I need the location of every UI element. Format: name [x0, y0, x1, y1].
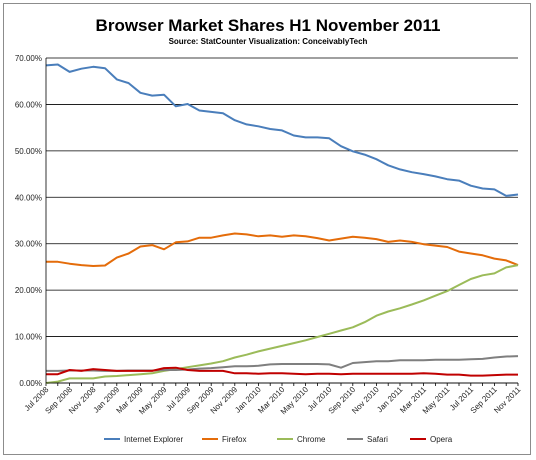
y-tick-label: 20.00% — [15, 286, 42, 295]
chart-frame — [3, 3, 531, 455]
legend-label-chrome: Chrome — [297, 435, 326, 444]
legend: Internet Explorer Firefox Chrome Safari Oper… — [104, 435, 453, 444]
legend-label-firefox: Firefox — [222, 435, 246, 444]
chart-subtitle: Source: StatCounter Visualization: Conce… — [169, 37, 368, 46]
legend-label-internet-explorer: Internet Explorer — [124, 435, 183, 444]
x-tick-label: Nov 2011 — [492, 385, 523, 416]
legend-label-safari: Safari — [367, 435, 388, 444]
legend-label-opera: Opera — [430, 435, 453, 444]
y-tick-label: 0.00% — [19, 379, 42, 388]
y-tick-label: 40.00% — [15, 193, 42, 202]
chart-title: Browser Market Shares H1 November 2011 — [96, 16, 441, 35]
axes — [45, 58, 518, 384]
y-tick-label: 50.00% — [15, 147, 42, 156]
y-tick-label: 30.00% — [15, 240, 42, 249]
y-tick-label: 70.00% — [15, 54, 42, 63]
series-line-internet-explorer — [45, 63, 519, 197]
gridlines — [46, 57, 518, 384]
y-tick-label: 10.00% — [15, 333, 42, 342]
series-line-firefox — [46, 232, 519, 267]
series-line-chrome — [45, 264, 519, 384]
series-line-safari — [46, 355, 519, 372]
y-tick-label: 60.00% — [15, 100, 42, 109]
series-lines — [45, 63, 519, 384]
series-line-opera — [46, 366, 518, 377]
y-axis-ticks: 0.00% 10.00% 20.00% 30.00% 40.00% 50.00% 60.00… — [15, 54, 42, 388]
